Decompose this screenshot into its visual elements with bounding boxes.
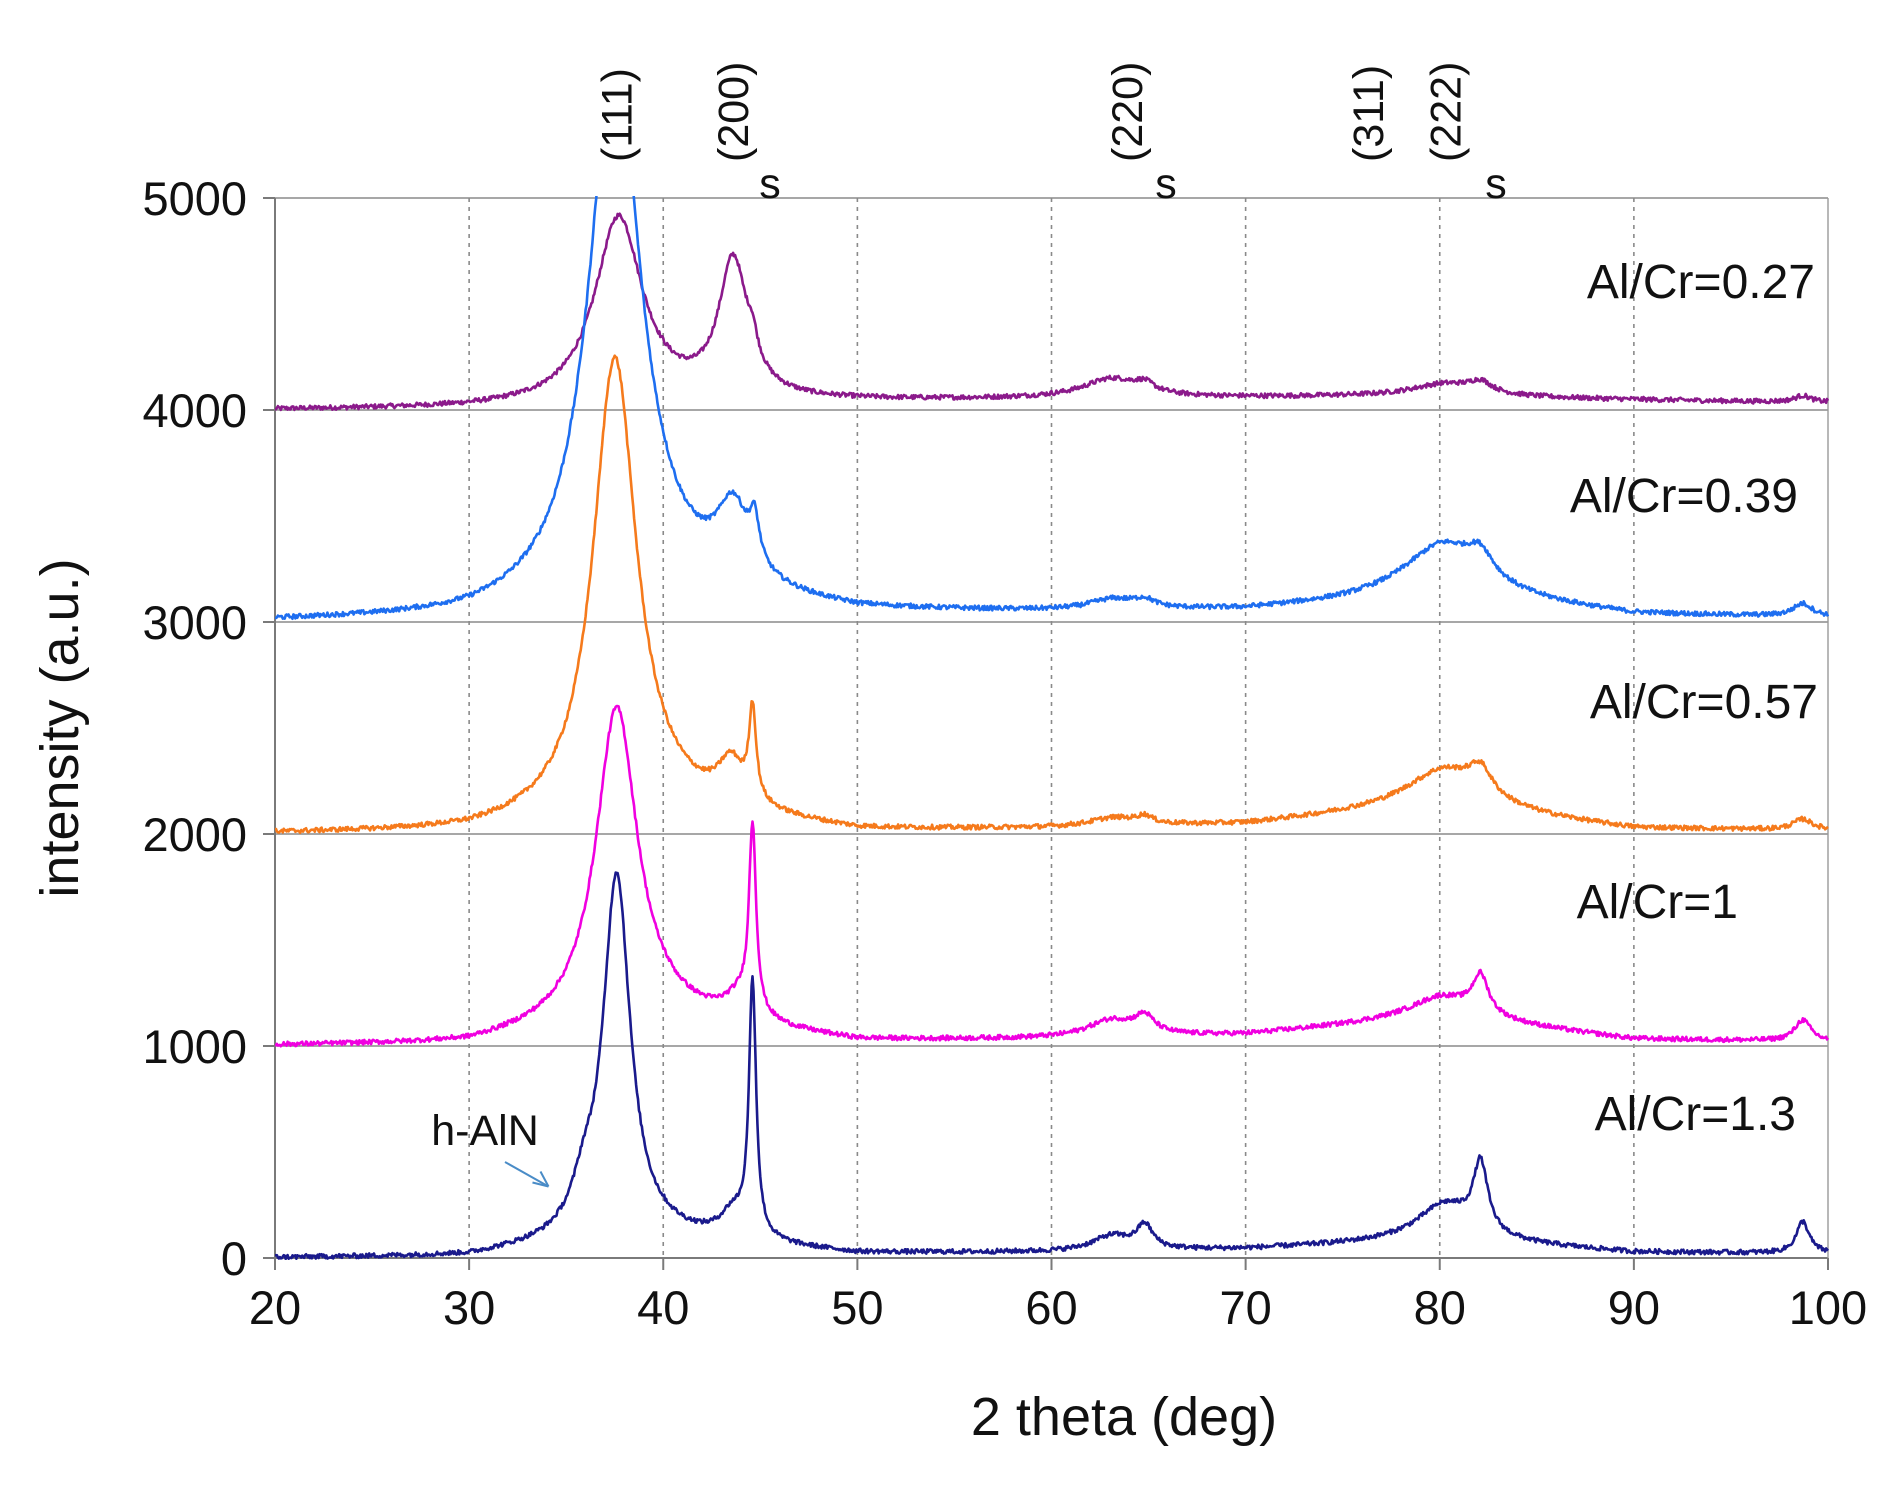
- x-tick-label: 20: [249, 1281, 301, 1334]
- series-layer: [275, 196, 1830, 1260]
- x-tick-label: 90: [1608, 1281, 1660, 1334]
- series-line: [275, 871, 1829, 1260]
- series-line: [275, 704, 1830, 1048]
- x-tick-label: 70: [1219, 1281, 1271, 1334]
- series-line: [275, 212, 1830, 412]
- label-layer: Al/Cr=0.27 Al/Cr=0.39 Al/Cr=0.57 Al/Cr=1 Al/…: [431, 62, 1818, 1188]
- y-tick-label: 5000: [142, 172, 247, 225]
- grid-layer: [275, 197, 1828, 1258]
- y-tick-label: 1000: [142, 1020, 247, 1073]
- series-line: [275, 354, 1829, 834]
- x-axis-title: 2 theta (deg): [971, 1387, 1277, 1447]
- x-tick-label: 60: [1025, 1281, 1077, 1334]
- x-tick-label: 30: [443, 1281, 495, 1334]
- series-label: Al/Cr=1: [1577, 876, 1738, 929]
- y-tick-label: 3000: [142, 596, 247, 649]
- h-aln-annotation-label: h-AlN: [431, 1107, 539, 1155]
- y-axis-title: intensity (a.u.): [30, 558, 90, 897]
- x-tick-label: 40: [637, 1281, 689, 1334]
- series-label: Al/Cr=0.39: [1570, 470, 1798, 523]
- peak-label: (111): [594, 68, 642, 162]
- series-line: [275, 196, 1830, 620]
- y-tick-label: 4000: [142, 384, 247, 437]
- x-tick-label: 100: [1789, 1281, 1867, 1334]
- x-tick-label: 50: [831, 1281, 883, 1334]
- y-tick-label: 2000: [142, 808, 247, 861]
- peak-label: (200): [710, 62, 758, 162]
- peak-label: (311): [1345, 65, 1393, 162]
- peak-label: (222): [1423, 62, 1471, 162]
- series-label: Al/Cr=1.3: [1595, 1088, 1796, 1141]
- peak-label: (220): [1104, 62, 1152, 162]
- x-tick-label: 80: [1414, 1281, 1466, 1334]
- substrate-marker: s: [1485, 160, 1507, 208]
- y-tick-label: 0: [221, 1232, 247, 1285]
- substrate-marker: s: [1155, 160, 1177, 208]
- substrate-marker: s: [759, 160, 781, 208]
- series-label: Al/Cr=0.27: [1587, 256, 1815, 309]
- h-aln-arrow-head: [532, 1171, 550, 1188]
- h-aln-arrow-line: [504, 1161, 549, 1188]
- series-label: Al/Cr=0.57: [1590, 676, 1818, 729]
